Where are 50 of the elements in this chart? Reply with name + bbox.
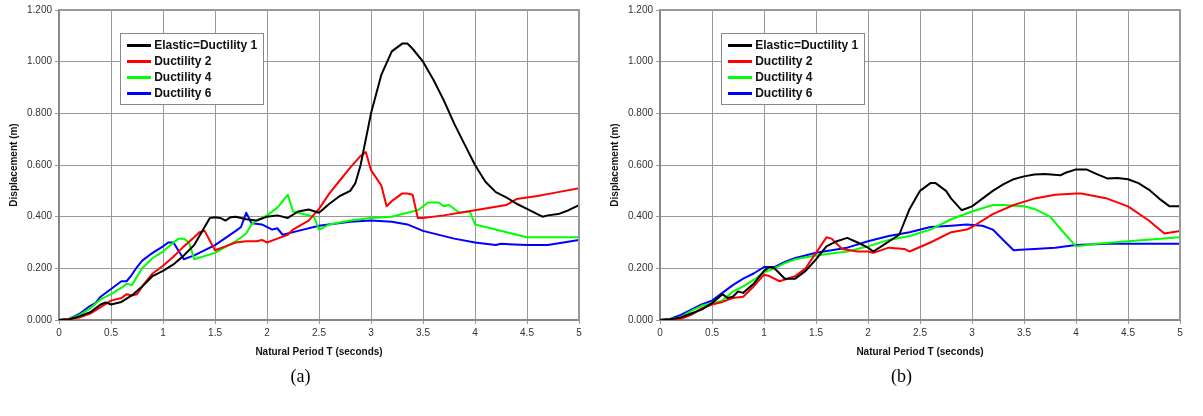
x-tick-label: 0.5 — [104, 326, 119, 338]
x-tick-label: 0 — [657, 326, 664, 338]
legend-label: Ductility 2 — [154, 54, 212, 69]
y-tick-label: 0.000 — [627, 313, 654, 325]
x-tick-label: 1.5 — [208, 326, 223, 338]
y-tick-label: 0.600 — [26, 158, 53, 170]
x-tick-label: 4 — [1073, 326, 1080, 338]
x-tick-label: 4.5 — [520, 326, 535, 338]
y-tick-label: 0.000 — [26, 313, 53, 325]
x-tick-label: 3 — [969, 326, 976, 338]
y-tick-label: 0.800 — [26, 107, 53, 119]
y-tick-label: 0.200 — [627, 262, 654, 274]
y-tick-label: 0.800 — [627, 107, 654, 119]
x-tick-label: 0 — [56, 326, 63, 338]
legend-label: Ductility 4 — [154, 70, 212, 85]
legend-label: Ductility 4 — [755, 70, 813, 85]
x-axis-title: Natural Period T (seconds) — [856, 345, 984, 357]
x-tick-label: 3.5 — [416, 326, 431, 338]
y-tick-label: 1.200 — [26, 3, 53, 15]
x-tick-label: 1 — [761, 326, 768, 338]
legend-label: Elastic=Ductility 1 — [154, 38, 258, 53]
x-tick-label: 4 — [472, 326, 479, 338]
y-tick-label: 1.200 — [627, 3, 654, 15]
y-tick-label: 0.200 — [26, 262, 53, 274]
x-tick-label: 0.5 — [705, 326, 720, 338]
legend-label: Ductility 2 — [755, 54, 813, 69]
text: (b) — [890, 366, 913, 387]
y-tick-label: 1.000 — [26, 55, 53, 67]
x-tick-label: 2.5 — [913, 326, 928, 338]
x-tick-label: 3 — [368, 326, 375, 338]
y-axis-title: Displacement (m) — [7, 123, 19, 207]
x-axis-title: Natural Period T (seconds) — [255, 345, 383, 357]
x-tick-label: 5 — [576, 326, 583, 338]
x-tick-label: 5 — [1177, 326, 1184, 338]
x-tick-label: 2 — [264, 326, 271, 338]
legend-label: Ductility 6 — [154, 86, 212, 101]
x-tick-label: 4.5 — [1121, 326, 1136, 338]
legend-label: Elastic=Ductility 1 — [755, 38, 859, 53]
y-tick-label: 1.000 — [627, 55, 654, 67]
legend-label: Ductility 6 — [755, 86, 813, 101]
x-tick-label: 1 — [160, 326, 167, 338]
x-tick-label: 3.5 — [1017, 326, 1032, 338]
y-tick-label: 0.600 — [627, 158, 654, 170]
x-tick-label: 1.5 — [809, 326, 824, 338]
y-tick-label: 0.400 — [627, 210, 654, 222]
x-tick-label: 2 — [865, 326, 872, 338]
y-tick-label: 0.400 — [26, 210, 53, 222]
text: (a) — [289, 366, 312, 387]
x-tick-label: 2.5 — [312, 326, 327, 338]
y-axis-title: Displacement (m) — [608, 123, 620, 207]
